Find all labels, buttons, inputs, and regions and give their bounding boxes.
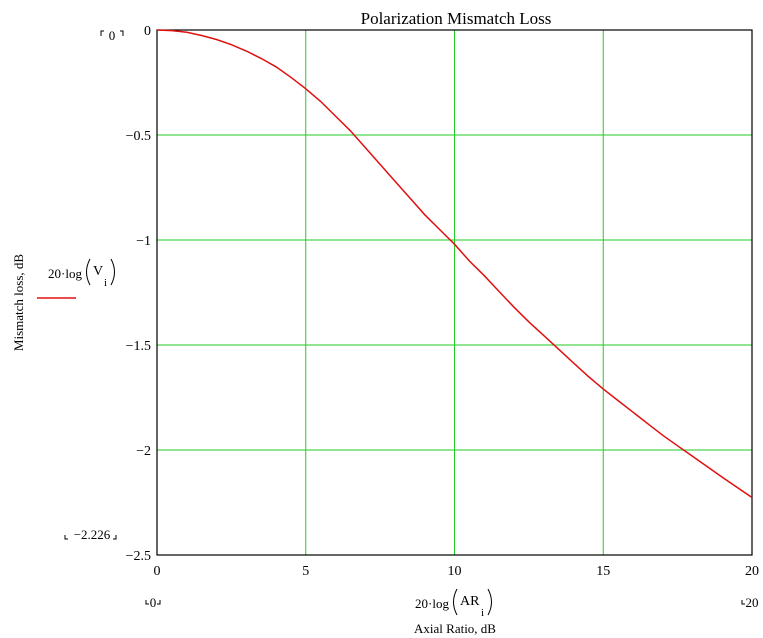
y-range-max-label: 0 [109, 28, 116, 43]
range-corner-mark [120, 30, 124, 36]
y-tick-label: −0.5 [126, 129, 151, 144]
x-tick-label: 5 [302, 564, 309, 579]
y-axis-label: Mismatch loss, dB [11, 254, 26, 351]
y-tick-label: 0 [144, 24, 151, 39]
range-corner-mark [64, 535, 68, 540]
range-corner-mark [741, 600, 745, 605]
x-range-max-label: 20 [746, 595, 759, 610]
range-corner-mark [157, 600, 161, 605]
y-range-labels: 0 −2.226 [74, 28, 116, 542]
x-expression-subscript: i [481, 607, 484, 619]
y-tick-label: −1.5 [126, 339, 151, 354]
legend-right-paren [110, 258, 115, 286]
x-range-min-label: 0 [150, 595, 157, 610]
plot-frame [156, 29, 753, 556]
x-tick-label: 10 [448, 564, 462, 579]
chart-title: Polarization Mismatch Loss [361, 9, 552, 28]
legend-expression-variable: V [93, 264, 103, 279]
legend-expression-subscript: i [104, 277, 107, 289]
x-expression-prefix: 20·log [415, 596, 449, 611]
range-corner-mark [113, 535, 117, 540]
range-corner-mark [100, 30, 104, 36]
x-axis-label: Axial Ratio, dB [414, 621, 496, 636]
series-line [156, 29, 753, 499]
range-corner-mark [145, 600, 149, 605]
legend: 20·log V i [37, 258, 115, 299]
series-layer [156, 29, 753, 499]
x-axis-expression: 20·log AR i [415, 588, 492, 619]
x-expression-variable: AR [460, 594, 480, 609]
x-tick-labels: 0 5 10 15 20 [154, 564, 760, 579]
y-tick-label: −2.5 [126, 549, 151, 564]
y-tick-labels: 0 −0.5 −1 −1.5 −2 −2.5 [126, 24, 151, 564]
x-tick-label: 20 [745, 564, 759, 579]
y-tick-label: −1 [136, 234, 151, 249]
x-expression-right-paren [487, 588, 492, 616]
range-corner-marks [64, 30, 745, 605]
legend-left-paren [86, 258, 91, 286]
x-expression-left-paren [453, 588, 458, 616]
y-tick-label: −2 [136, 444, 151, 459]
x-range-labels: 0 20 [150, 595, 759, 610]
y-range-min-label: −2.226 [74, 527, 111, 542]
x-tick-label: 15 [596, 564, 610, 579]
grid-lines [157, 30, 752, 555]
x-tick-label: 0 [154, 564, 161, 579]
legend-expression-prefix: 20·log [48, 266, 82, 281]
